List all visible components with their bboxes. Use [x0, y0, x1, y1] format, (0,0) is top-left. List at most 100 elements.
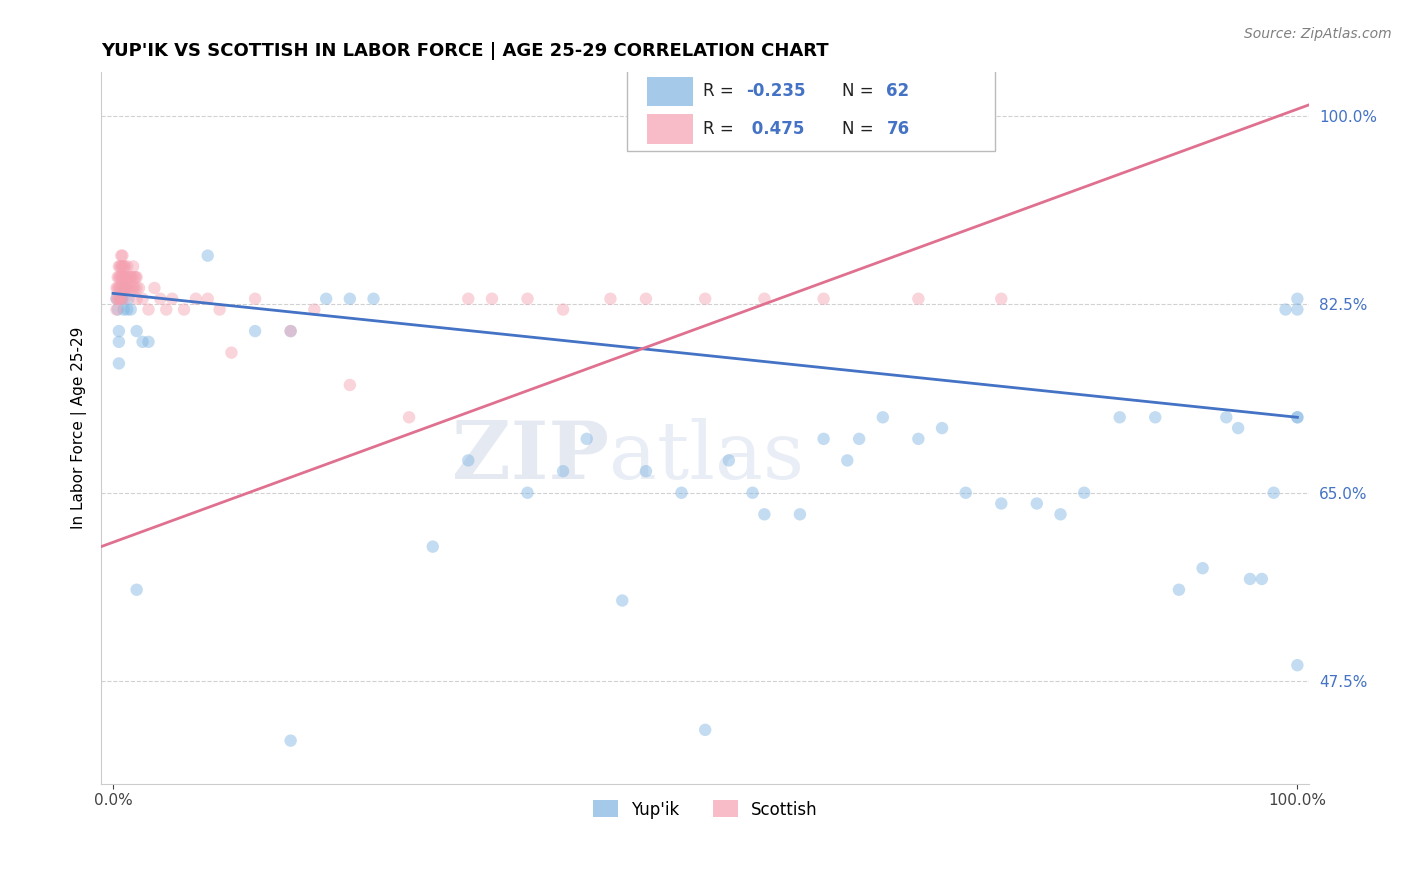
Point [280, 324, 302, 338]
Point [754, 292, 776, 306]
Point [110, 260, 132, 274]
Point [115, 281, 138, 295]
Point [120, 281, 142, 295]
Point [128, 281, 150, 295]
Y-axis label: In Labor Force | Age 25-29: In Labor Force | Age 25-29 [72, 326, 87, 529]
Point [363, 292, 385, 306]
Point [872, 410, 894, 425]
Point [124, 270, 146, 285]
Point [789, 508, 811, 522]
FancyBboxPatch shape [627, 62, 995, 151]
Text: ZIP: ZIP [451, 417, 609, 496]
Point [280, 324, 302, 338]
Point [1049, 508, 1071, 522]
Point [110, 270, 132, 285]
Point [117, 292, 139, 306]
Point [125, 281, 148, 295]
Point [110, 249, 132, 263]
Point [125, 270, 148, 285]
Point [243, 324, 266, 338]
Point [111, 292, 134, 306]
Point [813, 292, 835, 306]
Text: YUP'IK VS SCOTTISH IN LABOR FORCE | AGE 25-29 CORRELATION CHART: YUP'IK VS SCOTTISH IN LABOR FORCE | AGE … [101, 42, 828, 60]
Point [173, 302, 195, 317]
Text: -0.235: -0.235 [747, 82, 806, 101]
Point [208, 302, 231, 317]
Point [114, 281, 136, 295]
Point [221, 345, 243, 359]
Point [695, 292, 717, 306]
Point [1025, 496, 1047, 510]
Point [990, 292, 1012, 306]
Point [907, 432, 929, 446]
Point [516, 485, 538, 500]
Point [115, 281, 138, 295]
Point [1286, 302, 1309, 317]
Text: N =: N = [842, 82, 879, 101]
Point [138, 334, 160, 349]
Point [717, 453, 740, 467]
Point [280, 733, 302, 747]
Point [114, 270, 136, 285]
Point [612, 593, 634, 607]
Point [107, 270, 129, 285]
Point [197, 292, 219, 306]
Point [105, 292, 128, 306]
Point [120, 270, 142, 285]
Text: R =: R = [703, 82, 738, 101]
Point [143, 281, 166, 295]
Point [108, 270, 131, 285]
Point [1286, 658, 1309, 673]
Point [1144, 410, 1167, 425]
Point [125, 292, 148, 306]
Point [108, 334, 131, 349]
Point [110, 292, 132, 306]
Point [1286, 292, 1309, 306]
Point [108, 270, 131, 285]
Text: atlas: atlas [609, 417, 804, 496]
Point [117, 270, 139, 285]
Point [1191, 561, 1213, 575]
Point [197, 249, 219, 263]
Text: N =: N = [842, 120, 879, 138]
Point [105, 292, 128, 306]
Point [907, 292, 929, 306]
Text: 0.475: 0.475 [747, 120, 804, 138]
Point [741, 485, 763, 500]
Bar [647, 114, 693, 144]
Point [160, 292, 183, 306]
Point [107, 281, 129, 295]
Text: 62: 62 [886, 82, 910, 101]
Point [108, 292, 131, 306]
Point [990, 496, 1012, 510]
Point [125, 582, 148, 597]
Point [155, 302, 177, 317]
Point [149, 292, 172, 306]
Point [1274, 302, 1296, 317]
Point [1073, 485, 1095, 500]
Point [1239, 572, 1261, 586]
Point [516, 292, 538, 306]
Point [1215, 410, 1237, 425]
Point [114, 292, 136, 306]
Bar [647, 77, 693, 106]
Point [108, 281, 131, 295]
Point [120, 302, 142, 317]
Point [108, 292, 131, 306]
Point [118, 270, 141, 285]
Point [837, 453, 859, 467]
Point [122, 281, 145, 295]
Point [339, 378, 361, 392]
Point [131, 334, 153, 349]
Point [112, 260, 135, 274]
Point [1227, 421, 1250, 435]
Point [243, 292, 266, 306]
Point [599, 292, 621, 306]
Point [115, 270, 138, 285]
Point [108, 324, 131, 338]
Point [1108, 410, 1130, 425]
Point [481, 292, 503, 306]
Point [111, 270, 134, 285]
Point [107, 302, 129, 317]
Point [813, 432, 835, 446]
